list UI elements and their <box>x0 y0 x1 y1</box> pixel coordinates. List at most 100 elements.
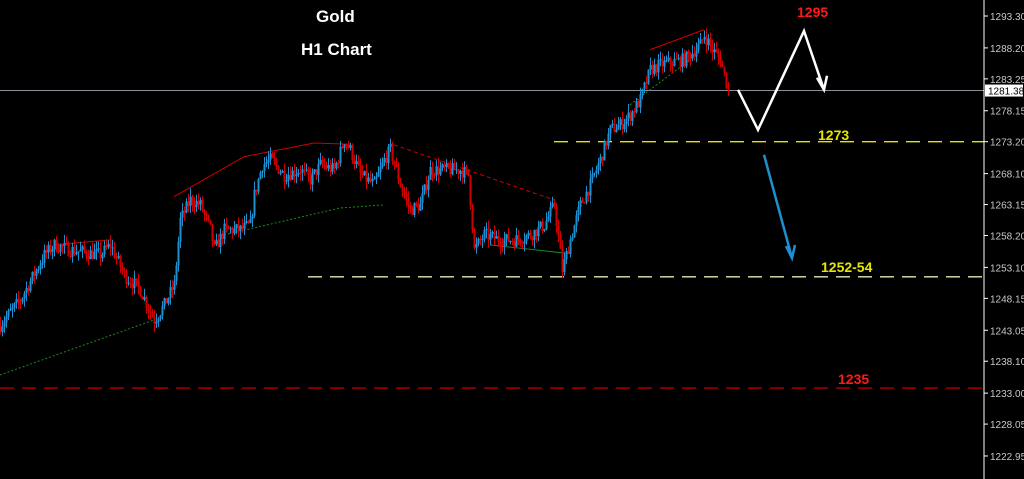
candle-body <box>0 324 2 332</box>
candle-body <box>301 169 304 174</box>
candle-body <box>23 293 26 299</box>
candle-body <box>357 161 360 165</box>
candle-body <box>29 281 32 291</box>
candle-body <box>675 58 678 60</box>
candle-body <box>437 166 440 175</box>
candle-body <box>295 174 298 177</box>
tick-label: 1238.10 <box>990 357 1024 368</box>
candle-body <box>223 223 226 240</box>
candle-body <box>49 244 52 253</box>
candle-body <box>551 202 554 208</box>
candle-body <box>149 310 152 313</box>
candle-body <box>699 39 702 44</box>
arrow-head-icon <box>815 75 829 94</box>
candle-body <box>583 202 586 204</box>
candle-body <box>133 278 136 289</box>
candle-body <box>279 172 282 174</box>
candles <box>0 28 730 337</box>
candle-body <box>275 161 278 166</box>
candle-body <box>125 271 128 284</box>
candle-body <box>443 164 446 168</box>
candle-body <box>27 287 30 291</box>
candle-body <box>593 173 596 175</box>
candle-body <box>95 248 98 252</box>
candle-body <box>659 59 662 61</box>
candle-body <box>199 199 202 205</box>
candle-body <box>433 175 436 177</box>
candle-body <box>79 249 82 252</box>
candle-body <box>679 57 682 68</box>
candle-body <box>519 239 522 244</box>
candle-body <box>157 319 160 322</box>
candle-body <box>379 167 382 173</box>
candle-body <box>91 250 94 259</box>
candle-body <box>517 235 520 240</box>
candle-body <box>351 145 354 161</box>
candle-body <box>103 245 106 255</box>
candle-body <box>549 207 552 217</box>
candle-body <box>127 282 130 284</box>
tick-label: 1278.15 <box>990 107 1024 118</box>
candle-body <box>145 297 148 308</box>
tick-label: 1243.05 <box>990 326 1024 337</box>
candle-body <box>653 64 656 75</box>
candle-body <box>687 51 690 55</box>
candle-body <box>219 233 222 248</box>
candle-body <box>109 243 112 248</box>
candle-body <box>3 322 6 327</box>
candle-body <box>183 210 186 213</box>
tick-label: 1263.15 <box>990 201 1024 212</box>
candle-body <box>319 159 322 164</box>
tick-label: 1288.20 <box>990 44 1024 55</box>
candle-body <box>465 166 468 169</box>
candle-body <box>383 158 386 163</box>
candle-body <box>511 241 514 243</box>
candle-body <box>175 265 178 281</box>
candle-body <box>685 51 688 67</box>
candle-body <box>259 172 262 180</box>
candle-body <box>73 246 76 255</box>
candle-body <box>153 317 156 324</box>
trendline <box>223 204 385 236</box>
candle-body <box>203 210 206 214</box>
candle-body <box>355 161 358 164</box>
candle-body <box>165 298 168 304</box>
candle-body <box>547 216 550 221</box>
candle-body <box>9 309 12 311</box>
candle-body <box>329 164 332 172</box>
candle-body <box>349 145 352 148</box>
candle-body <box>339 146 342 164</box>
candle-body <box>293 170 296 177</box>
candle-body <box>43 249 46 263</box>
candle-body <box>665 60 668 62</box>
candle-body <box>479 238 482 241</box>
candle-body <box>375 176 378 179</box>
candle-body <box>257 179 260 192</box>
candle-body <box>181 210 184 218</box>
candle-body <box>53 239 56 250</box>
candle-body <box>115 257 118 259</box>
candle-body <box>179 217 182 242</box>
candle-body <box>237 224 240 232</box>
candle-body <box>333 163 336 169</box>
candle-body <box>61 244 64 247</box>
candle-body <box>711 45 714 53</box>
candle-body <box>505 234 508 240</box>
candle-body <box>291 170 294 180</box>
candle-body <box>457 169 460 174</box>
candle-body <box>713 49 716 53</box>
candle-body <box>65 242 68 244</box>
candle-body <box>285 180 288 182</box>
candle-body <box>225 223 228 227</box>
candle-body <box>335 162 338 169</box>
candle-body <box>111 247 114 249</box>
candle-body <box>545 220 548 229</box>
candle-body <box>343 144 346 148</box>
candle-body <box>413 203 416 216</box>
candle-body <box>209 219 212 225</box>
candle-body <box>303 169 306 171</box>
candle-body <box>213 241 216 245</box>
level-label-1235: 1235 <box>838 371 870 387</box>
candle-body <box>101 254 104 259</box>
candle-body <box>267 159 270 163</box>
